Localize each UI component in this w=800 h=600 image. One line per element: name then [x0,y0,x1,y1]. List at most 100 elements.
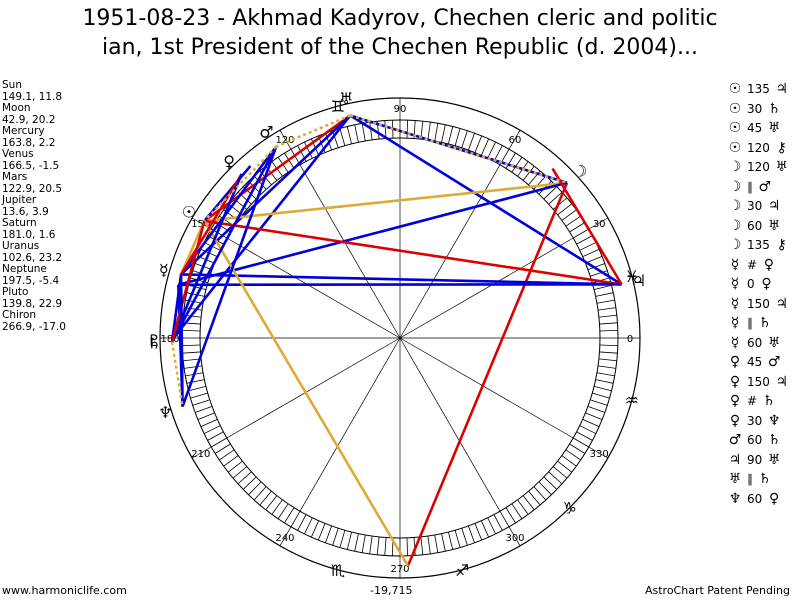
degree-tick [339,128,346,146]
degree-tick [265,495,278,511]
degree-tick [284,507,295,524]
minor-aspect-line [275,114,351,148]
degree-label: 60 [509,135,522,146]
house-spoke [399,337,501,512]
degree-tick [420,121,424,140]
aspect-row: ☉ 120 ⚷ [727,139,790,159]
degree-tick [528,490,541,506]
degree-tick [346,531,353,550]
planet-value: 13.6, 3.9 [2,205,49,218]
zodiac-sign-icon: ♐ [455,561,469,580]
degree-tick [232,466,248,479]
degree-tick [332,130,339,148]
aspect-row: ☿ 60 ♅ [727,334,790,354]
planet-glyph-icon: ☽ [728,159,742,175]
degree-tick [593,385,612,392]
degree-tick [587,263,605,270]
aspect-line [177,181,568,287]
planet-glyph-icon: ♃ [632,271,646,290]
degree-tick [346,126,353,145]
degree-tick [237,471,252,485]
planet-glyph-icon: ♄ [758,471,772,487]
planet-glyph-icon: ♀ [223,152,235,171]
degree-tick [332,528,339,546]
planet-name: Neptune [2,263,47,275]
aspect-line [204,181,568,223]
aspect-row: ♀ 30 ♆ [727,412,790,432]
degree-tick [219,449,235,461]
degree-tick [290,149,301,165]
degree-tick [290,511,301,527]
degree-tick [499,511,510,527]
degree-tick [597,307,616,311]
degree-tick [211,437,227,448]
degree-tick [595,292,614,297]
degree-tick [188,385,207,392]
degree-tick [248,481,262,496]
planet-name: Chiron [2,309,37,321]
degree-tick [304,141,313,159]
aspect-row: ☽ 30 ♃ [727,197,790,217]
degree-tick [354,124,359,143]
degree-tick [561,209,577,221]
degree-tick [376,536,380,555]
aspect-angle: 90 [747,452,767,467]
planet-value: 197.5, -5.4 [2,274,60,287]
aspect-line [179,173,243,276]
degree-tick [599,322,618,325]
degree-label: 330 [590,449,609,460]
degree-tick [582,418,600,428]
aspect-line [170,220,206,343]
planet-glyph-icon: ♆ [158,403,172,422]
degree-tick [468,133,475,151]
degree-tick [227,460,243,473]
degree-tick [597,365,616,369]
house-spoke [299,337,401,512]
planet-glyph-icon: ♃ [775,373,788,390]
degree-tick [474,135,483,153]
aspect-row: ♅ ∥ ♄ [727,470,790,490]
planet-glyph-icon: ♆ [767,412,781,429]
degree-tick [207,431,224,441]
zodiac-sign-icon: ♓ [625,267,639,286]
aspect-angle: # [747,394,761,408]
degree-tick [183,358,202,362]
aspect-angle: 120 [747,140,774,155]
aspect-row: ♆ 60 ♀ [727,490,790,510]
degree-tick [468,525,475,543]
degree-tick [369,122,373,141]
degree-tick [317,523,326,541]
degree-tick [590,270,608,277]
minor-aspect-line [349,114,568,184]
degree-tick [310,520,320,538]
planet-glyph-icon: ♀ [729,412,741,429]
degree-tick [200,418,218,428]
planet-glyph-icon: ♃ [767,198,781,214]
aspect-angle: 45 [747,355,767,369]
planet-glyph-icon: ☉ [728,139,742,156]
degree-tick [522,495,535,511]
sign-divider [279,129,292,150]
degree-tick [242,476,257,490]
aspect-row: ♀ 45 ♂ [727,353,790,373]
aspect-angle: 60 [747,491,767,506]
degree-tick [197,412,215,421]
degree-tick [384,537,387,556]
planet-value: 149.1, 11.8 [2,90,63,103]
degree-tick [598,314,617,318]
planet-value: 181.0, 1.6 [2,228,56,241]
aspect-row: ☿ 150 ♃ [727,295,790,315]
degree-tick [599,344,618,347]
degree-tick [253,175,267,190]
planet-value: 139.8, 22.9 [2,297,63,310]
degree-tick [557,460,573,473]
degree-tick [487,517,496,535]
degree-tick [565,449,581,461]
planet-glyph-icon: ♅ [767,217,781,234]
degree-tick [596,299,615,304]
aspect-line [181,273,622,286]
degree-tick [454,530,461,548]
aspect-row: ☉ 135 ♃ [727,80,790,100]
title-line-2: ian, 1st President of the Chechen Republ… [102,35,698,60]
degree-tick [190,392,208,399]
